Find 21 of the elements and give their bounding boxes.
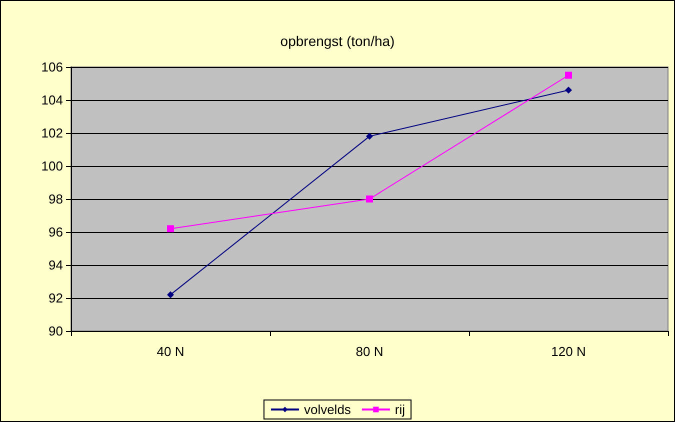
point xyxy=(565,72,572,79)
y-tick-label: 100 xyxy=(41,158,63,174)
y-tick-label: 98 xyxy=(48,192,63,206)
point xyxy=(366,196,373,202)
point xyxy=(167,291,174,298)
y-tick-label: 96 xyxy=(48,224,63,240)
y-tick-label: 90 xyxy=(48,324,63,338)
x-tick-label: 40 N xyxy=(156,344,184,359)
y-tick-label: 102 xyxy=(41,126,63,140)
point xyxy=(565,86,572,94)
y-tick-label: 92 xyxy=(48,290,63,306)
y-tick-label: 94 xyxy=(48,258,63,272)
x-tick-label: 120 N xyxy=(551,344,586,359)
chart-title: opbrengst (ton/ha) xyxy=(280,33,395,49)
point xyxy=(366,132,373,140)
legend-label: volvelds xyxy=(304,402,352,417)
point xyxy=(167,225,174,232)
y-tick-label: 104 xyxy=(41,92,63,108)
x-tick-label: 80 N xyxy=(356,344,384,359)
y-tick-label: 106 xyxy=(41,60,63,74)
legend-label: rij xyxy=(394,402,406,417)
